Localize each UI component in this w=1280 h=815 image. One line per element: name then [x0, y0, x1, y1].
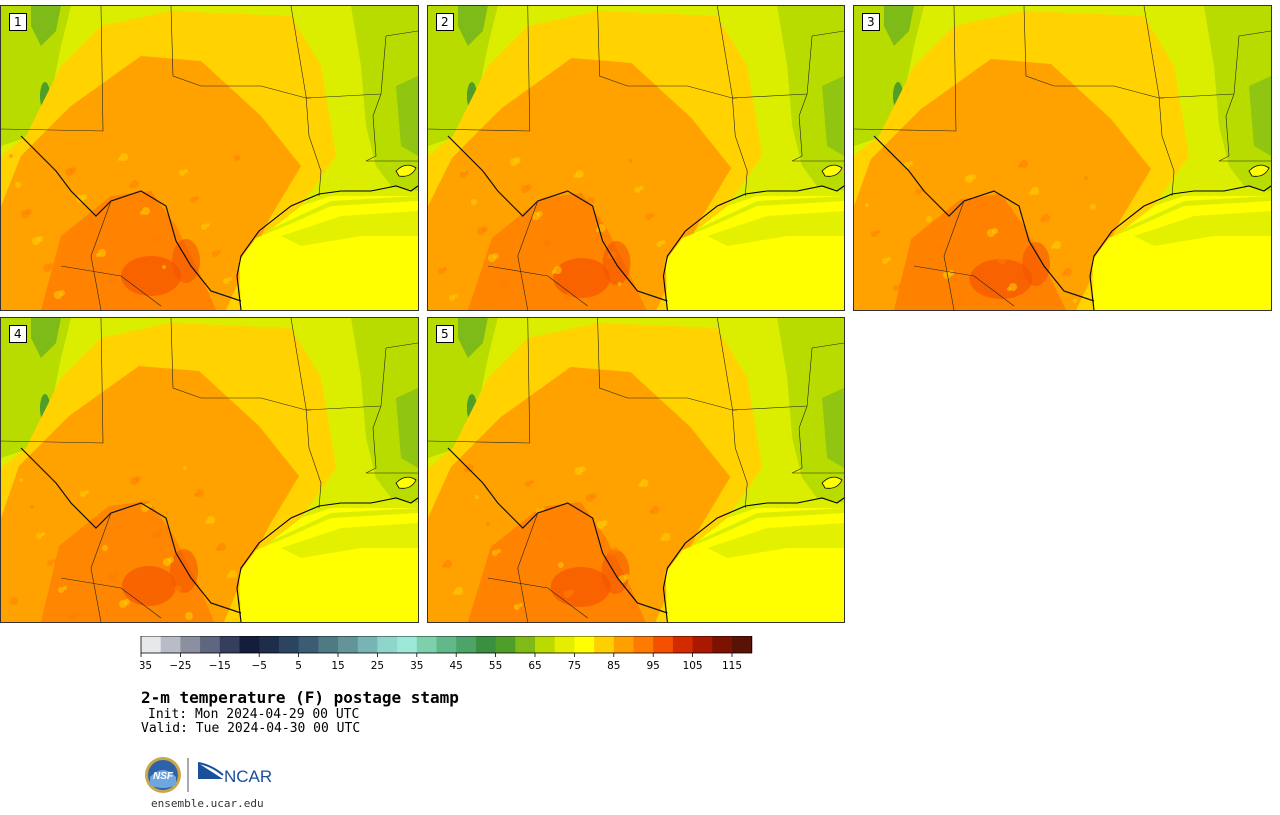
stamp-number: 5	[436, 325, 454, 343]
colorbar-tick-label: −35	[140, 660, 152, 672]
colorbar-tick-label: −15	[209, 660, 231, 672]
colorbar-swatch	[475, 636, 497, 653]
colorbar-swatch	[416, 636, 437, 653]
colorbar-swatch	[574, 636, 595, 653]
colorbar-swatch	[672, 636, 694, 653]
colorbar-swatch	[692, 636, 713, 653]
colorbar-swatch	[535, 636, 556, 653]
colorbar-swatch	[219, 636, 240, 653]
colorbar-tick-label: 45	[450, 660, 463, 672]
colorbar-swatch	[613, 636, 634, 653]
colorbar-tick-label: 85	[607, 660, 620, 672]
temperature-map	[1, 318, 418, 622]
colorbar-swatch	[397, 636, 418, 653]
colorbar-swatch	[712, 636, 733, 653]
colorbar-swatch	[732, 636, 753, 653]
stamp-number: 1	[9, 13, 27, 31]
ncar-logo-text: NCAR	[224, 767, 272, 786]
ncar-logo-icon: NCAR	[197, 762, 272, 786]
stamp-number: 4	[9, 325, 27, 343]
colorbar-swatch	[515, 636, 536, 653]
colorbar-swatch	[436, 636, 457, 653]
sponsor-logos: NSF NCAR	[145, 757, 272, 793]
stamp-panel-2: 2	[427, 5, 845, 311]
colorbar-tick-label: 15	[331, 660, 344, 672]
colorbar-swatch	[141, 636, 162, 653]
colorbar-tick-label: 75	[568, 660, 581, 672]
colorbar-swatch	[633, 636, 654, 653]
stamp-panel-4: 4	[0, 317, 419, 623]
colorbar-swatch	[160, 636, 181, 653]
colorbar-tick-label: 115	[722, 660, 742, 672]
colorbar-tick-label: 25	[371, 660, 384, 672]
colorbar-swatch	[278, 636, 300, 653]
colorbar-swatch	[357, 636, 378, 653]
colorbar-tick-label: −5	[251, 660, 266, 672]
nsf-logo-icon: NSF	[145, 757, 181, 793]
figure-title: 2-m temperature (F) postage stamp	[141, 688, 459, 707]
stamp-panel-1: 1	[0, 5, 419, 311]
colorbar-swatch	[456, 636, 477, 653]
colorbar-swatch	[554, 636, 575, 653]
colorbar: −35 −25 −15 −5 5 15 25 35 45 55 65 75 85 95 105 115	[140, 636, 753, 672]
colorbar-swatch	[495, 636, 516, 653]
colorbar-tick-label: 5	[295, 660, 302, 672]
valid-time: Valid: Tue 2024-04-30 00 UTC	[141, 721, 361, 736]
colorbar-swatch	[239, 636, 260, 653]
colorbar-swatch	[200, 636, 221, 653]
colorbar-tick-label: 65	[528, 660, 541, 672]
temperature-map	[854, 6, 1271, 310]
colorbar-tick-label: 55	[489, 660, 502, 672]
colorbar-swatch	[653, 636, 674, 653]
temperature-map	[428, 318, 844, 622]
colorbar-swatch	[377, 636, 398, 653]
temperature-map	[428, 6, 844, 310]
colorbar-swatch	[180, 636, 201, 653]
colorbar-tick-label: 35	[410, 660, 423, 672]
colorbar-swatch	[338, 636, 359, 653]
stamp-panel-5: 5	[427, 317, 845, 623]
colorbar-swatch	[298, 636, 319, 653]
colorbar-swatch	[259, 636, 280, 653]
colorbar-swatch	[594, 636, 615, 653]
colorbar-swatch	[318, 636, 339, 653]
init-time: Init: Mon 2024-04-29 00 UTC	[148, 707, 360, 722]
temperature-map	[1, 6, 418, 310]
colorbar-tick-label: 95	[647, 660, 660, 672]
footer-url: ensemble.ucar.edu	[151, 797, 264, 810]
stamp-panel-3: 3	[853, 5, 1272, 311]
nsf-logo-text: NSF	[153, 771, 174, 782]
stamp-number: 3	[862, 13, 880, 31]
colorbar-tick-label: 105	[683, 660, 703, 672]
colorbar-tick-label: −25	[169, 660, 191, 672]
stamp-number: 2	[436, 13, 454, 31]
